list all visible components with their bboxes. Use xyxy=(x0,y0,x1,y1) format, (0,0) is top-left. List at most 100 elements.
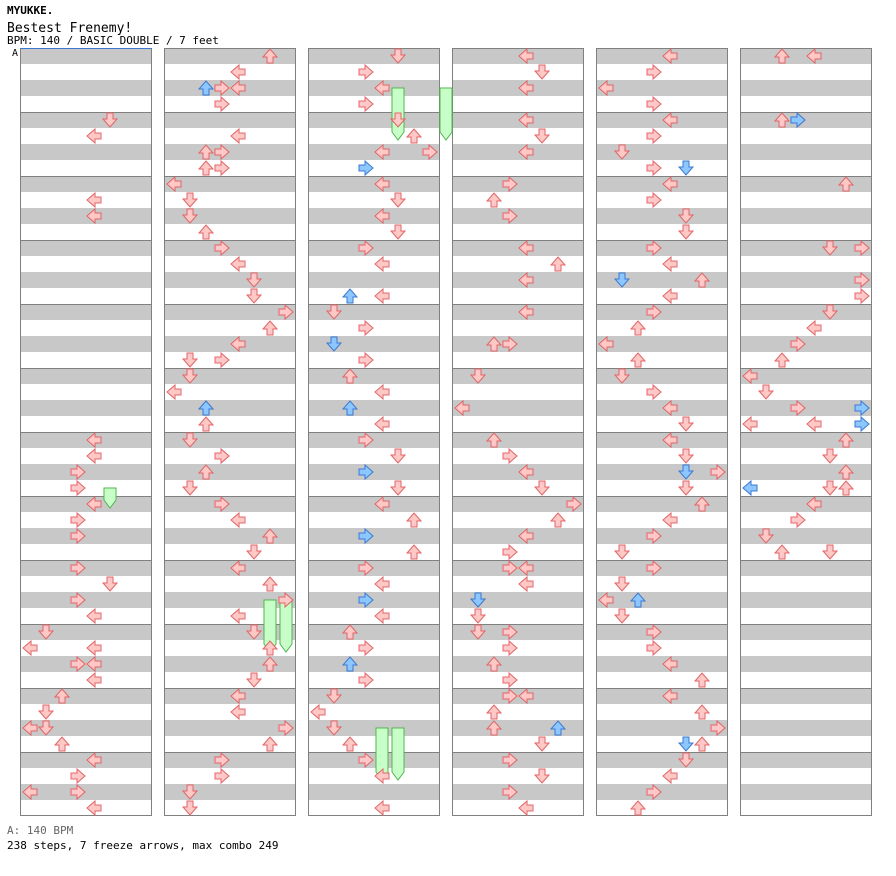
step-arrow xyxy=(22,719,38,737)
chart-stats: 238 steps, 7 freeze arrows, max combo 24… xyxy=(7,839,279,852)
step-arrow xyxy=(837,464,855,480)
beat-stripe xyxy=(596,144,728,160)
beat-stripe xyxy=(596,400,728,416)
step-arrow xyxy=(86,495,102,513)
step-arrow xyxy=(22,783,38,801)
step-arrow xyxy=(214,351,230,369)
step-arrow xyxy=(86,799,102,817)
beat-stripe xyxy=(164,432,296,448)
step-arrow xyxy=(374,255,390,273)
step-arrow xyxy=(245,288,263,304)
step-arrow xyxy=(261,320,279,336)
step-arrow xyxy=(230,127,246,145)
step-arrow xyxy=(646,527,662,545)
step-arrow xyxy=(341,624,359,640)
step-arrow xyxy=(502,447,518,465)
beat-stripe xyxy=(740,496,872,512)
beat-stripe xyxy=(596,688,728,704)
beat-stripe xyxy=(20,560,152,576)
step-arrow xyxy=(214,751,230,769)
step-arrow xyxy=(70,591,86,609)
step-arrow xyxy=(70,559,86,577)
step-arrow xyxy=(166,175,182,193)
step-arrow xyxy=(358,319,374,337)
step-arrow xyxy=(549,512,567,528)
artist-name: MYUKKE. xyxy=(7,4,54,17)
step-arrow xyxy=(773,112,791,128)
step-arrow xyxy=(374,799,390,817)
step-arrow xyxy=(518,303,534,321)
step-arrow xyxy=(358,63,374,81)
offbeat-step-arrow xyxy=(358,527,374,545)
beat-stripe xyxy=(308,304,440,320)
beat-stripe xyxy=(596,112,728,128)
step-arrow xyxy=(677,416,695,432)
beat-stripe xyxy=(20,208,152,224)
step-arrow xyxy=(230,559,246,577)
step-arrow xyxy=(86,207,102,225)
beat-stripe xyxy=(308,80,440,96)
beat-stripe xyxy=(452,336,584,352)
step-arrow xyxy=(662,687,678,705)
offbeat-step-arrow xyxy=(549,720,567,736)
offbeat-step-arrow xyxy=(197,80,215,96)
step-arrow xyxy=(837,480,855,496)
beat-stripe xyxy=(308,112,440,128)
step-arrow xyxy=(533,64,551,80)
chart-column xyxy=(308,48,440,816)
step-arrow xyxy=(86,671,102,689)
beat-stripe xyxy=(452,624,584,640)
beat-stripe xyxy=(164,336,296,352)
step-arrow xyxy=(837,432,855,448)
beat-stripe xyxy=(740,80,872,96)
step-arrow xyxy=(518,687,534,705)
beat-stripe xyxy=(308,784,440,800)
beat-stripe xyxy=(452,560,584,576)
step-arrow xyxy=(341,368,359,384)
step-arrow xyxy=(405,128,423,144)
step-arrow xyxy=(469,624,487,640)
step-arrow xyxy=(773,352,791,368)
step-arrow xyxy=(37,704,55,720)
step-arrow xyxy=(374,79,390,97)
step-arrow xyxy=(358,351,374,369)
step-arrow xyxy=(629,352,647,368)
chart-column xyxy=(452,48,584,816)
step-arrow xyxy=(278,591,294,609)
step-arrow xyxy=(278,719,294,737)
beat-stripe xyxy=(164,560,296,576)
step-arrow xyxy=(485,336,503,352)
beat-stripe xyxy=(20,336,152,352)
beat-stripe xyxy=(164,784,296,800)
step-arrow xyxy=(821,304,839,320)
beat-stripe xyxy=(740,144,872,160)
column-border xyxy=(308,48,440,816)
beat-stripe xyxy=(164,592,296,608)
step-arrow xyxy=(70,527,86,545)
offbeat-step-arrow xyxy=(742,479,758,497)
beat-stripe xyxy=(164,208,296,224)
step-arrow xyxy=(86,127,102,145)
step-arrow xyxy=(533,128,551,144)
beat-stripe xyxy=(308,176,440,192)
beat-stripe xyxy=(740,272,872,288)
beat-stripe xyxy=(20,784,152,800)
step-arrow xyxy=(646,127,662,145)
chart-column xyxy=(596,48,728,816)
step-arrow xyxy=(613,608,631,624)
step-arrow xyxy=(485,432,503,448)
beat-stripe xyxy=(20,240,152,256)
beat-stripe xyxy=(740,560,872,576)
step-arrow xyxy=(181,208,199,224)
step-arrow xyxy=(214,159,230,177)
step-arrow xyxy=(261,736,279,752)
step-arrow xyxy=(374,207,390,225)
step-arrow xyxy=(405,512,423,528)
step-arrow xyxy=(693,272,711,288)
beat-stripe xyxy=(596,752,728,768)
step-arrow xyxy=(646,191,662,209)
step-arrow xyxy=(181,432,199,448)
beat-stripe xyxy=(308,752,440,768)
beat-stripe xyxy=(452,48,584,64)
step-arrow xyxy=(502,335,518,353)
